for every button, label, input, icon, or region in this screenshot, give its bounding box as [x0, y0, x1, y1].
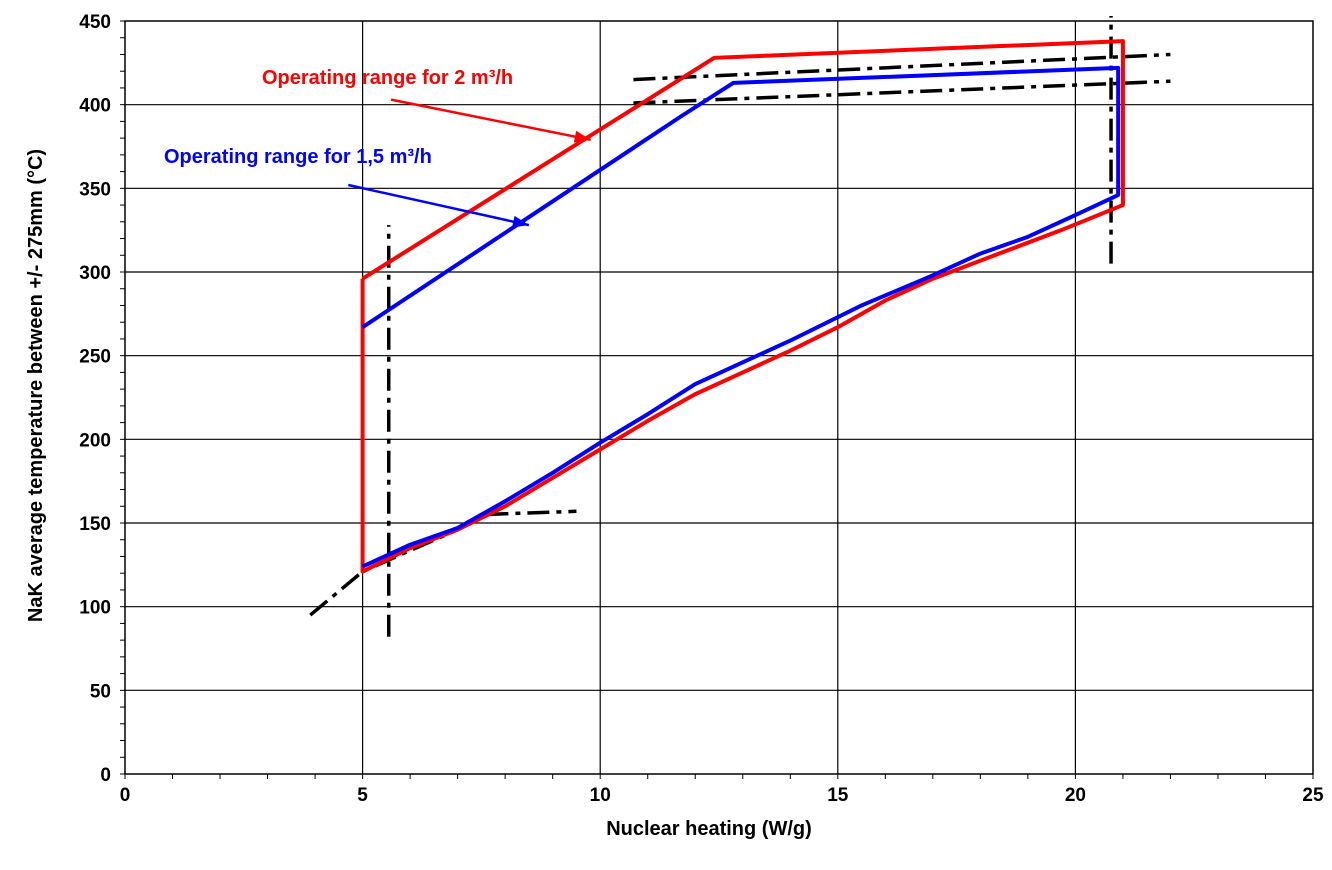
y-tick-label: 200 [79, 430, 111, 451]
limit-line [633, 79, 1171, 105]
x-tick-label: 5 [357, 785, 368, 806]
x-tick-label: 25 [1302, 785, 1324, 806]
x-axis-title: Nuclear heating (W/g) [606, 818, 812, 840]
limit-line [309, 509, 577, 617]
y-tick-label: 0 [100, 765, 111, 786]
y-axis-title: NaK average temperature between +/- 275m… [25, 149, 47, 622]
annotation-arrow-line [348, 183, 530, 227]
series-group [360, 39, 1125, 574]
x-tick-label: 0 [120, 785, 131, 806]
x-tick-label: 10 [590, 785, 611, 806]
y-tick-label: 400 [79, 96, 111, 117]
x-tick-label: 15 [827, 785, 849, 806]
x-tick-label: 20 [1065, 785, 1086, 806]
y-tick-label: 50 [90, 681, 111, 702]
minor-ticks [120, 20, 1314, 779]
annotation-label: Operating range for 2 m³/h [262, 67, 513, 89]
series-line-1 [360, 39, 1125, 574]
grid [125, 21, 1313, 774]
y-tick-label: 350 [79, 179, 111, 200]
y-tick-label: 450 [79, 12, 111, 33]
limit-line [633, 52, 1171, 82]
y-tick-labels: 0 50 100 150 200 250 300 350 400 450 [79, 12, 111, 786]
y-tick-label: 250 [79, 347, 111, 368]
y-tick-label: 300 [79, 263, 111, 284]
y-tick-label: 100 [79, 598, 111, 619]
annotation-arrow-head [573, 130, 591, 143]
annotation-label: Operating range for 1,5 m³/h [164, 146, 432, 168]
y-tick-label: 150 [79, 514, 111, 535]
series-line-2 [361, 65, 1121, 569]
annotation-arrow-line [390, 98, 591, 142]
annotation-arrow-head [511, 215, 529, 228]
annotations: Operating range for 2 m³/h Operating rang… [164, 67, 591, 228]
x-tick-labels: 0 5 10 15 20 25 [120, 785, 1324, 806]
plot-frame [124, 20, 1314, 775]
